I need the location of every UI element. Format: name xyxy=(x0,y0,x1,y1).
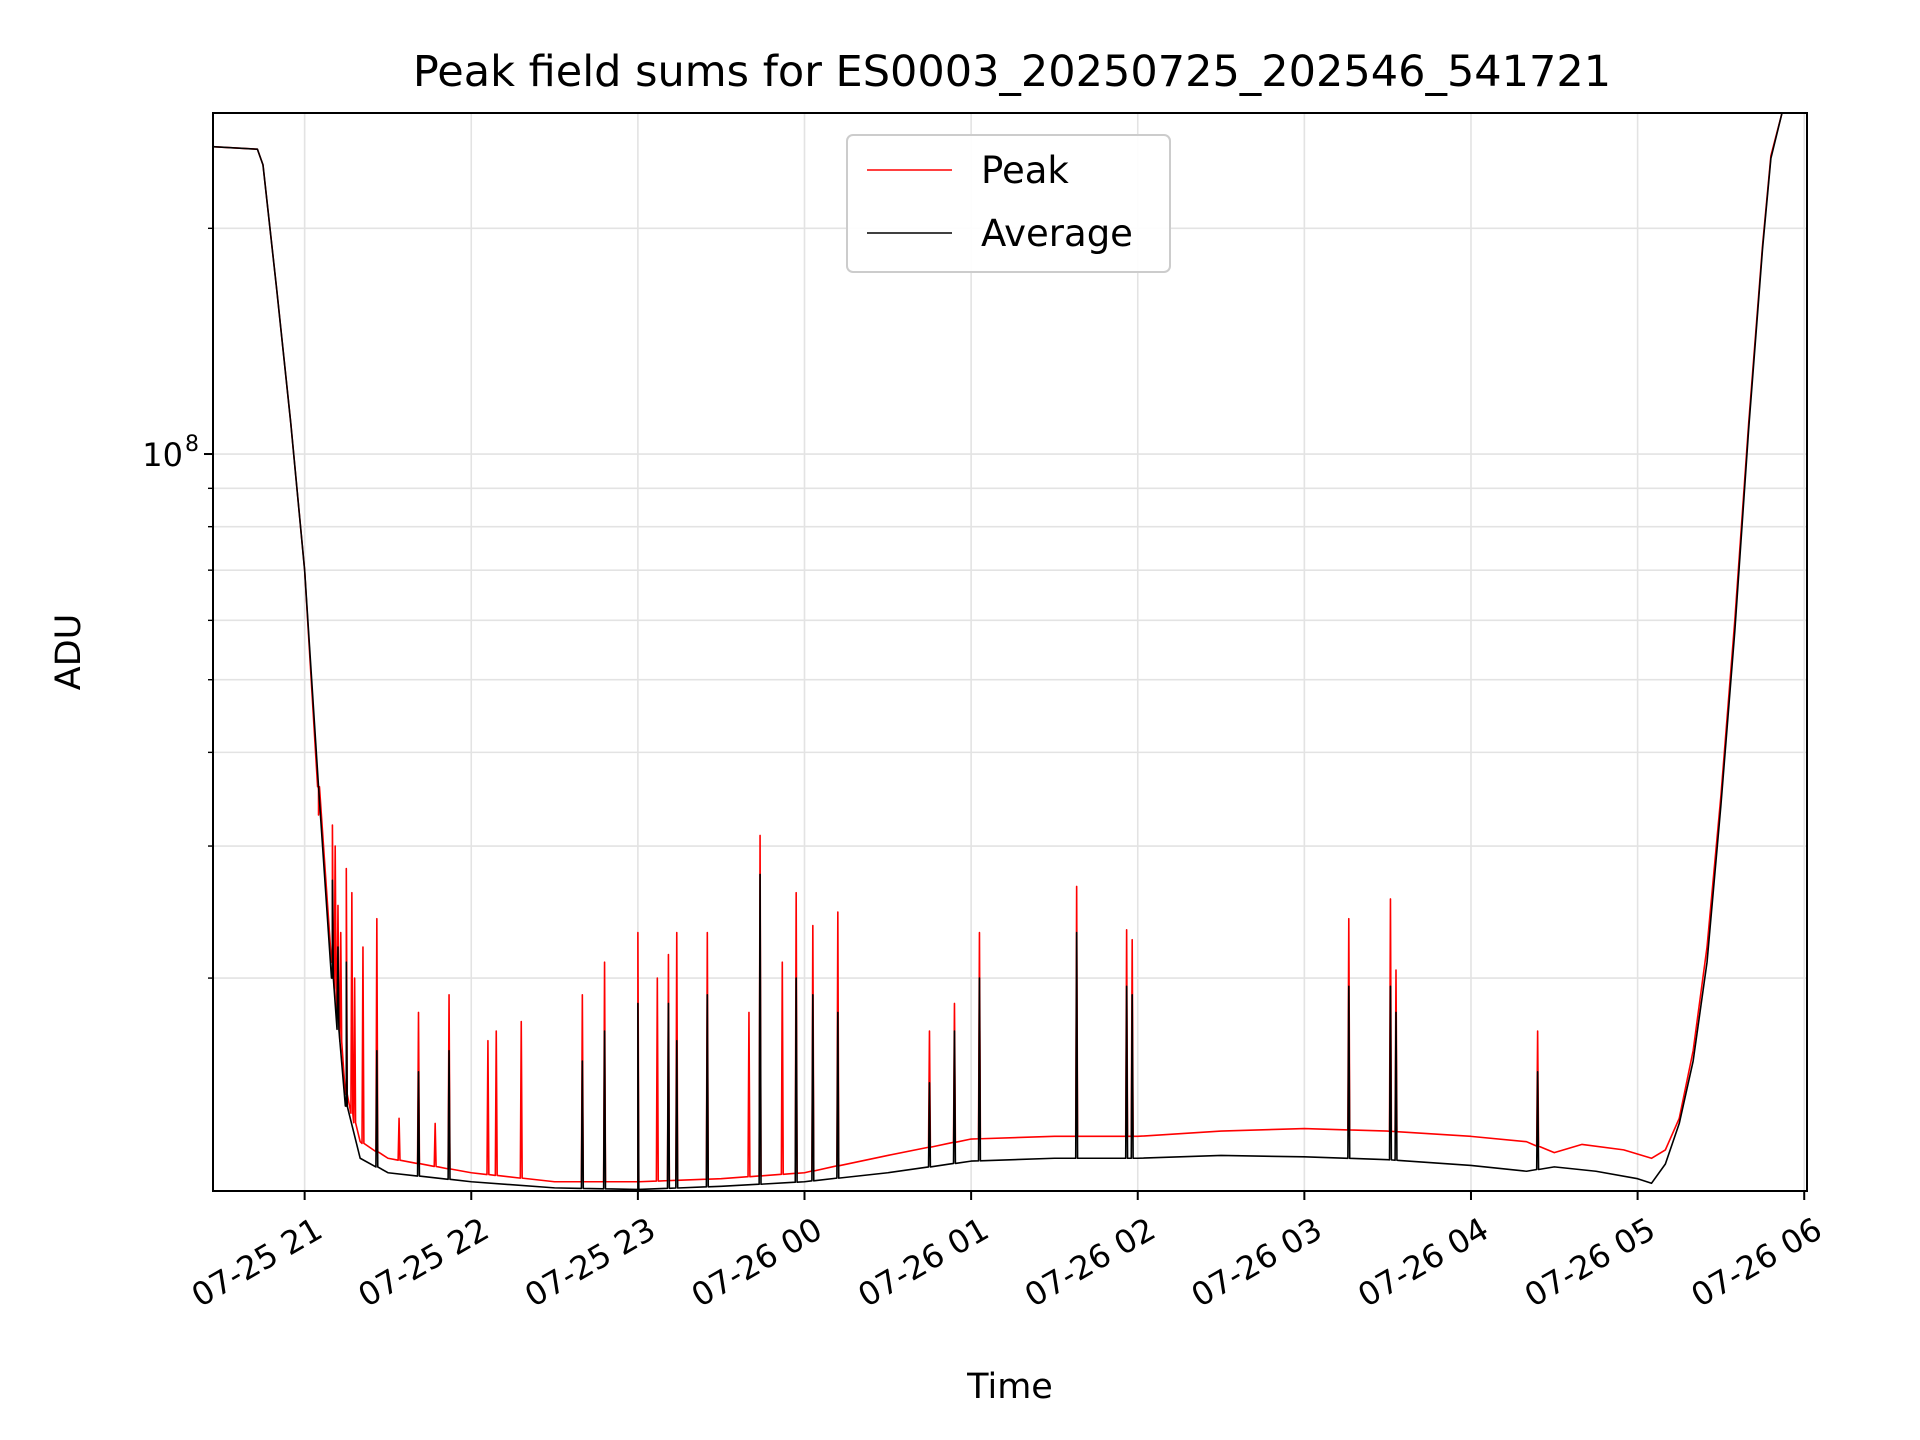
series-line-peak xyxy=(213,113,1807,1183)
grid xyxy=(213,113,1807,1191)
x-axis-label: Time xyxy=(966,1367,1053,1407)
series-layer xyxy=(213,113,1807,1191)
series-line-average xyxy=(213,113,1807,1191)
legend-label-peak: Peak xyxy=(981,149,1069,192)
plot-frame xyxy=(212,112,1808,1192)
plot-area xyxy=(213,113,1807,1191)
legend: Peak Average xyxy=(846,134,1171,273)
y-tick-label: 10 xyxy=(142,436,183,474)
legend-label-average: Average xyxy=(981,212,1133,255)
y-axis-label: ADU xyxy=(49,614,89,691)
chart-title: Peak field sums for ES0003_20250725_2025… xyxy=(413,47,1611,97)
y-tick-exponent: 8 xyxy=(185,432,199,457)
